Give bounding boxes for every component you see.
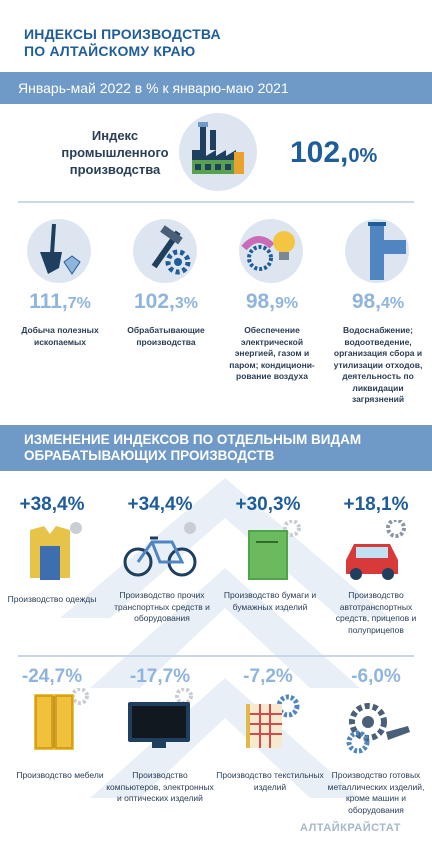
decrease-label: Производство мебели [16,770,104,780]
increase-value: +34,4% [127,494,193,515]
energy-bulb-icon [238,218,304,284]
sector-value: 102,3% [116,290,216,314]
sector-label: Обрабатывающие производства [127,325,205,347]
decrease-value: -17,7% [129,666,191,687]
main-value-int: 102, [290,136,349,169]
divider [18,201,414,203]
increase-value: +38,4% [19,494,85,515]
period-bar [0,72,432,104]
sector-value-dec: 3% [174,295,198,312]
sector-value-dec: 4% [381,295,405,312]
section-title-line-1: ИЗМЕНЕНИЕ ИНДЕКСОВ ПО ОТДЕЛЬНЫМ ВИДАМ [24,432,362,447]
bicycle-icon [122,520,198,584]
sector-label: Обеспечение электрической энергией, газо… [229,325,315,381]
factory-icon [178,112,258,192]
increase-label: Производство бумаги и бумажных изделий [223,590,317,612]
metal-gears-icon [340,698,416,762]
increase-label: Производство автотранспортных средств, п… [335,590,417,635]
sector-value-dec: 9% [275,295,299,312]
sector-value-int: 111, [29,290,68,313]
decrease-label: Производство готовых металлических издел… [327,770,425,815]
increase-label: Производство прочих транспортных средств… [114,590,210,623]
sector-value-dec: 7% [67,295,91,312]
sector-label: Водоснабжение; водоотведение, организаци… [333,325,423,404]
sector-label: Добыча полезных ископаемых [21,325,99,347]
sector-value-int: 102, [134,290,175,313]
page-title: ИНДЕКСЫ ПРОИЗВОДСТВА ПО АЛТАЙСКОМУ КРАЮ [24,26,404,60]
car-icon [338,518,414,584]
title-line-1: ИНДЕКСЫ ПРОИЗВОДСТВА [24,26,221,42]
main-value-dec: 0% [348,145,378,167]
tools-gear-icon [132,218,198,284]
main-index-label: Индекс промышленного производства [61,128,169,177]
period-text: Январь-май 2022 в % к январю-маю 2021 [18,80,289,96]
divider [18,655,414,657]
increase-value: +30,3% [235,494,301,515]
sector-value: 98,9% [222,290,322,314]
section-band [0,425,432,471]
section-title-line-2: ОБРАБАТЫВАЮЩИХ ПРОИЗВОДСТВ [24,448,275,463]
monitor-icon [122,687,198,752]
water-pipe-icon [344,218,410,284]
decrease-label: Производство компьютеров, электронных и … [106,770,214,803]
section-title: ИЗМЕНЕНИЕ ИНДЕКСОВ ПО ОТДЕЛЬНЫМ ВИДАМ ОБ… [24,432,414,464]
sector-value: 98,4% [328,290,428,314]
footer-logo-text: АЛТАЙКРАЙСТАТ [300,822,401,834]
textile-icon [236,688,312,752]
background-chevron [60,478,390,798]
main-index-value: 102,0% [290,136,377,170]
increase-label: Производство одежды [7,594,97,604]
decrease-value: -24,7% [21,666,83,687]
wardrobe-icon [18,687,94,752]
title-line-2: ПО АЛТАЙСКОМУ КРАЮ [24,43,196,59]
decrease-label: Производство текстильных изделий [216,770,324,792]
sector-value-int: 98, [245,290,276,313]
decrease-value: -6,0% [351,666,401,687]
sector-value: 111,7% [10,290,110,314]
increase-value: +18,1% [343,494,409,515]
sector-value-int: 98, [351,290,382,313]
decrease-value: -7,2% [243,666,293,687]
mining-icon [26,218,92,284]
paper-book-icon [230,519,306,584]
clothing-icon [14,520,90,584]
